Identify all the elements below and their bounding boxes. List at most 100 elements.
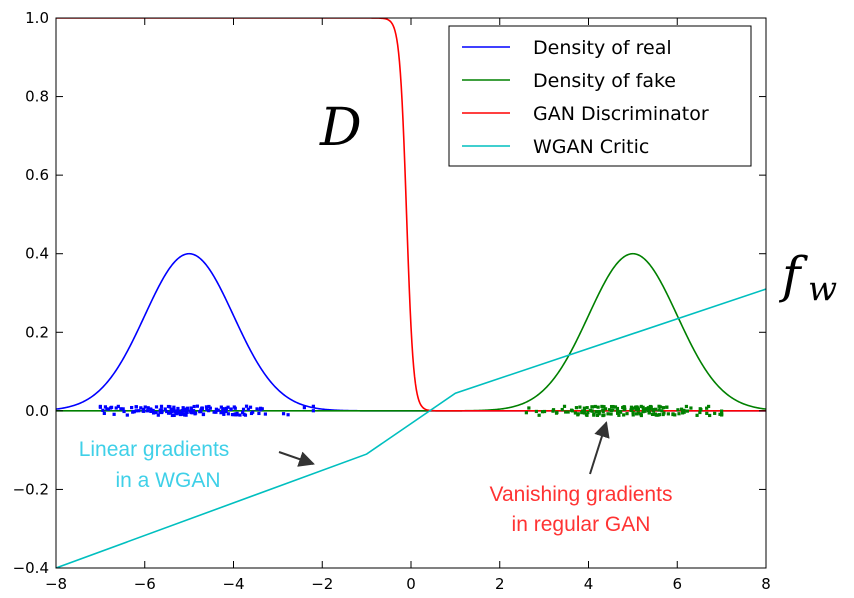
scatter-point-1: [585, 406, 589, 410]
scatter-point-1: [617, 413, 621, 417]
scatter-point-1: [638, 412, 642, 416]
scatter-point-1: [635, 408, 639, 412]
x-tick-label: −8: [45, 575, 67, 593]
scatter-point-0: [212, 410, 216, 414]
scatter-layer: [98, 404, 724, 418]
scatter-point-1: [689, 406, 693, 410]
scatter-point-1: [625, 412, 629, 416]
scatter-point-1: [593, 404, 597, 409]
y-tick-label: −0.2: [13, 480, 49, 498]
scatter-point-0: [184, 409, 188, 413]
scatter-point-0: [125, 413, 129, 417]
annotation-linear-line2: in a WGAN: [115, 469, 220, 492]
scatter-point-1: [645, 407, 649, 411]
scatter-point-1: [631, 413, 635, 417]
scatter-point-0: [219, 411, 223, 415]
scatter-point-1: [585, 413, 589, 417]
scatter-point-0: [98, 405, 102, 409]
scatter-point-0: [134, 409, 138, 413]
scatter-point-0: [119, 407, 123, 411]
scatter-point-1: [718, 412, 722, 416]
scatter-point-0: [179, 411, 183, 415]
scatter-point-0: [215, 408, 219, 412]
scatter-point-0: [257, 411, 261, 416]
scatter-point-1: [534, 409, 538, 414]
scatter-point-0: [143, 405, 147, 409]
scatter-point-1: [665, 405, 669, 409]
scatter-point-0: [169, 410, 174, 414]
scatter-point-1: [651, 409, 656, 413]
scatter-point-0: [142, 407, 146, 411]
scatter-point-0: [165, 409, 169, 414]
scatter-point-1: [673, 413, 677, 417]
scatter-point-1: [647, 407, 652, 411]
scatter-point-0: [154, 410, 158, 415]
scatter-point-0: [151, 408, 155, 413]
scatter-point-1: [551, 408, 556, 412]
math-label-fw-sub: w: [808, 269, 837, 309]
scatter-point-1: [641, 408, 645, 412]
x-tick-label: 8: [761, 575, 771, 593]
x-tick-label: 0: [406, 575, 416, 593]
scatter-point-0: [114, 406, 118, 410]
scatter-point-1: [527, 406, 531, 410]
scatter-point-1: [542, 409, 547, 414]
scatter-point-1: [615, 406, 620, 411]
scatter-point-0: [112, 412, 116, 416]
scatter-point-0: [182, 409, 186, 413]
y-tick-label: 1.0: [25, 9, 49, 27]
legend-box: [448, 25, 752, 167]
scatter-point-1: [661, 412, 665, 417]
scatter-point-1: [685, 409, 689, 413]
scatter-point-1: [619, 410, 623, 414]
scatter-point-0: [175, 412, 179, 416]
scatter-point-0: [134, 405, 138, 409]
scatter-point-0: [160, 410, 164, 415]
scatter-point-1: [657, 408, 661, 412]
scatter-point-0: [233, 412, 237, 416]
scatter-point-1: [562, 404, 567, 408]
scatter-point-1: [695, 413, 699, 417]
series-line-3: [56, 288, 766, 568]
scatter-point-0: [169, 408, 173, 412]
scatter-point-1: [713, 411, 717, 415]
scatter-point-1: [597, 412, 601, 416]
scatter-point-1: [658, 405, 663, 409]
scatter-point-1: [578, 405, 582, 409]
scatter-point-0: [238, 413, 242, 417]
scatter-point-1: [576, 413, 580, 417]
scatter-point-0: [201, 412, 206, 416]
scatter-point-0: [149, 408, 154, 412]
scatter-point-0: [146, 406, 150, 410]
scatter-point-1: [698, 410, 702, 415]
y-tick-label: 0.0: [25, 402, 49, 420]
legend: Density of real Density of fake GAN Disc…: [448, 25, 752, 167]
scatter-point-1: [641, 410, 645, 414]
scatter-point-1: [604, 407, 608, 411]
scatter-point-0: [183, 413, 187, 417]
x-tick-label: 6: [672, 575, 682, 593]
scatter-point-0: [233, 406, 237, 410]
annotation-vanishing: Vanishing gradients in regular GAN: [490, 421, 672, 536]
scatter-point-0: [172, 405, 176, 409]
scatter-point-0: [171, 409, 176, 413]
scatter-point-1: [608, 408, 612, 412]
x-tick-label: 2: [495, 575, 505, 593]
scatter-point-0: [221, 407, 225, 411]
scatter-point-0: [230, 412, 235, 417]
scatter-point-0: [172, 413, 176, 417]
scatter-point-0: [241, 407, 246, 411]
scatter-point-0: [192, 404, 196, 409]
scatter-point-0: [159, 404, 164, 408]
scatter-point-0: [145, 409, 150, 413]
scatter-point-0: [286, 413, 290, 417]
legend-label-real: Density of real: [533, 37, 672, 59]
scatter-point-1: [554, 411, 559, 415]
scatter-point-1: [631, 411, 635, 415]
annotation-linear: Linear gradients in a WGAN: [79, 438, 315, 492]
scatter-point-0: [156, 413, 160, 417]
scatter-point-0: [102, 411, 106, 415]
scatter-point-1: [622, 407, 626, 411]
x-axis: −8 −6 −4 −2 0 2 4 6 8: [45, 18, 771, 593]
scatter-point-1: [581, 409, 585, 413]
